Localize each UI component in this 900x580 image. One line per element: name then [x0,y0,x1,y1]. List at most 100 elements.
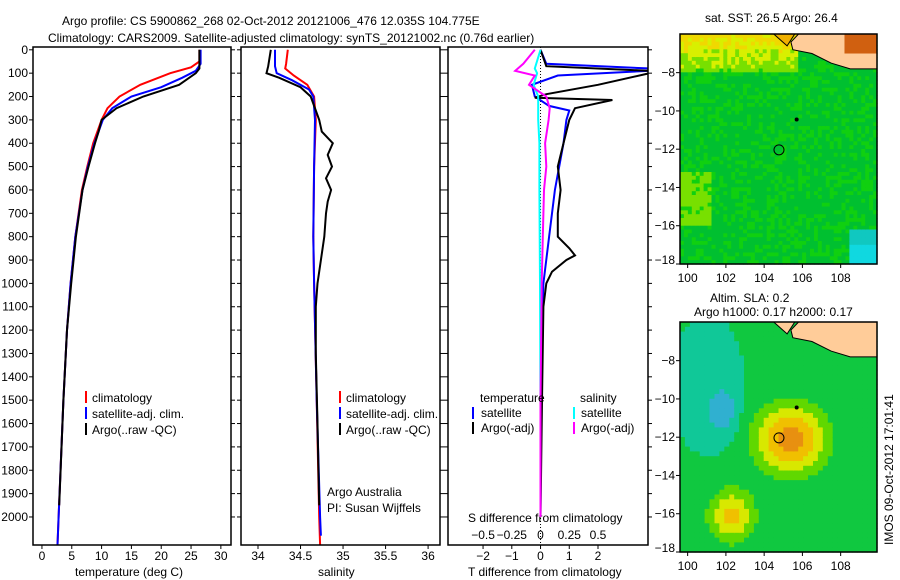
sla-cell [813,374,819,381]
sla-cell [699,326,706,333]
sst-cell [719,225,724,231]
sst-cell [774,68,780,73]
sst-cell [680,198,685,204]
sst-cell [857,87,862,93]
sst-cell [861,91,866,96]
sla-cell [803,374,809,381]
sst-cell [802,103,807,108]
sla-cell [837,484,844,491]
sst-cell [707,91,713,96]
temp-legend-swatch [85,423,87,435]
sst-cell [841,114,846,119]
temp-xtick-label: 25 [184,549,198,563]
sla-cell [798,432,804,438]
sst-cell [810,248,815,254]
sst-cell [841,83,846,89]
sla-cell [758,365,765,371]
sla-cell [709,427,715,433]
sst-cell [837,80,843,85]
sst-cell [841,68,846,73]
sla-cell [832,456,839,462]
sst-cell [711,53,716,58]
sst-cell [699,149,705,154]
sla-cell [773,384,780,390]
sla-cell [699,336,706,342]
sst-cell [786,237,791,242]
sla-cell [694,331,701,337]
sst-cell [731,87,736,93]
sst-cell [810,137,815,142]
sla-cell [694,484,701,491]
sla-cell [803,470,809,476]
sla-cell [699,413,706,419]
sst-cell [778,68,783,73]
sst-cell [719,164,724,169]
sst-cell [806,64,811,70]
sla-cell [680,408,686,414]
sst-cell [806,68,811,73]
sst-cell [699,45,705,50]
sla-cell [827,369,834,376]
sst-cell [849,141,854,146]
sst-cell [810,164,815,169]
sla-cell [768,393,775,400]
sst-cell [829,141,835,146]
sst-cell [857,233,862,238]
sst-cell [814,168,819,173]
sst-cell [817,175,823,181]
sla-cell [842,528,848,534]
sla-cell [803,504,809,510]
sla-cell [847,480,853,486]
sst-cell [829,221,835,227]
sst-cell [699,210,705,215]
sst-cell [735,118,740,123]
sst-cell [794,183,799,188]
sla-cell [852,451,858,457]
sst-cell [841,95,846,100]
sla-cell [684,542,691,548]
sst-cell [790,191,795,196]
sst-cell [778,248,783,254]
sla-cell [744,441,750,448]
sla-cell [758,504,765,510]
sst-cell [766,122,772,127]
sla-cell [704,369,711,376]
sst-cell [699,64,705,70]
sst-cell [723,241,728,246]
sst-cell [786,210,791,215]
sst-cell [833,218,839,223]
sla-cell [694,437,701,443]
sst-cell [735,76,740,81]
sla-cell [808,389,814,395]
sla-cell [744,504,750,510]
sst-cell [683,172,689,177]
sst-cell [798,99,803,104]
sst-cell [750,237,756,242]
sst-cell [845,252,850,257]
sst-cell [691,41,697,47]
sst-ytick-label: −18 [655,253,676,267]
sst-cell [798,225,803,231]
sla-cell [827,456,834,462]
sla-cell [758,398,765,405]
sla-cell [773,499,780,505]
sla-cell [729,494,735,500]
sla-cell [847,508,853,515]
sla-cell [778,331,784,337]
legend-temp-swatch [472,422,474,434]
sst-cell [853,221,858,227]
sla-cell [714,374,720,381]
sst-cell [829,237,835,242]
sst-cell [817,248,823,254]
sst-cell [865,241,870,246]
sst-cell [723,110,728,116]
sla-cell [714,446,720,452]
sst-cell [703,164,709,169]
sst-cell [683,137,689,142]
sla-cell [734,528,740,534]
sla-cell [709,350,715,357]
sla-cell [827,537,834,543]
sst-cell [683,45,689,50]
sla-cell [832,461,839,467]
